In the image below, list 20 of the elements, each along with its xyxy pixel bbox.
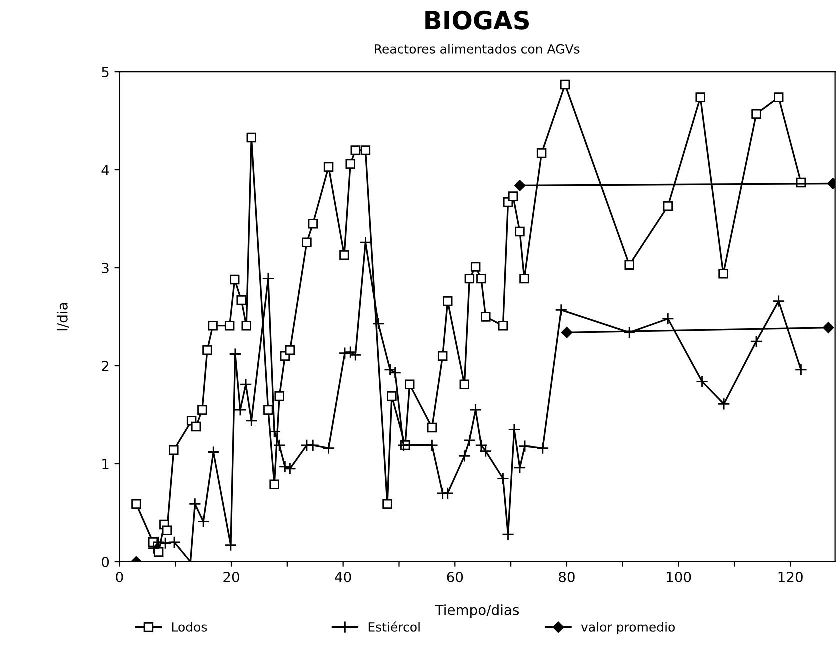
x-tick-label: 60	[447, 572, 464, 582]
chart-subtitle: Reactores alimentados con AGVs	[375, 44, 580, 54]
x-tick-label: 20	[224, 572, 240, 582]
legend-label: valor promedio	[581, 622, 675, 634]
x-axis-title: Tiempo/dias	[435, 604, 520, 618]
x-tick-label: 100	[667, 572, 692, 582]
y-tick-label: 5	[102, 67, 109, 78]
y-tick-label: 2	[102, 360, 109, 372]
y-tick-label: 0	[102, 556, 110, 568]
x-tick-label: 120	[778, 572, 803, 582]
x-tick-label: 80	[559, 572, 575, 582]
x-tick-label: 40	[335, 572, 352, 582]
legend-label: Lodos	[172, 622, 208, 632]
chart-title: BIOGAS	[426, 10, 530, 30]
y-tick-label: 3	[102, 262, 109, 274]
legend-label: Estiércol	[368, 622, 420, 632]
y-tick-label: 1	[102, 459, 109, 470]
y-tick-label: 4	[102, 165, 110, 176]
x-tick-label: 0	[116, 572, 124, 582]
y-axis-title: l/dia	[57, 303, 69, 331]
